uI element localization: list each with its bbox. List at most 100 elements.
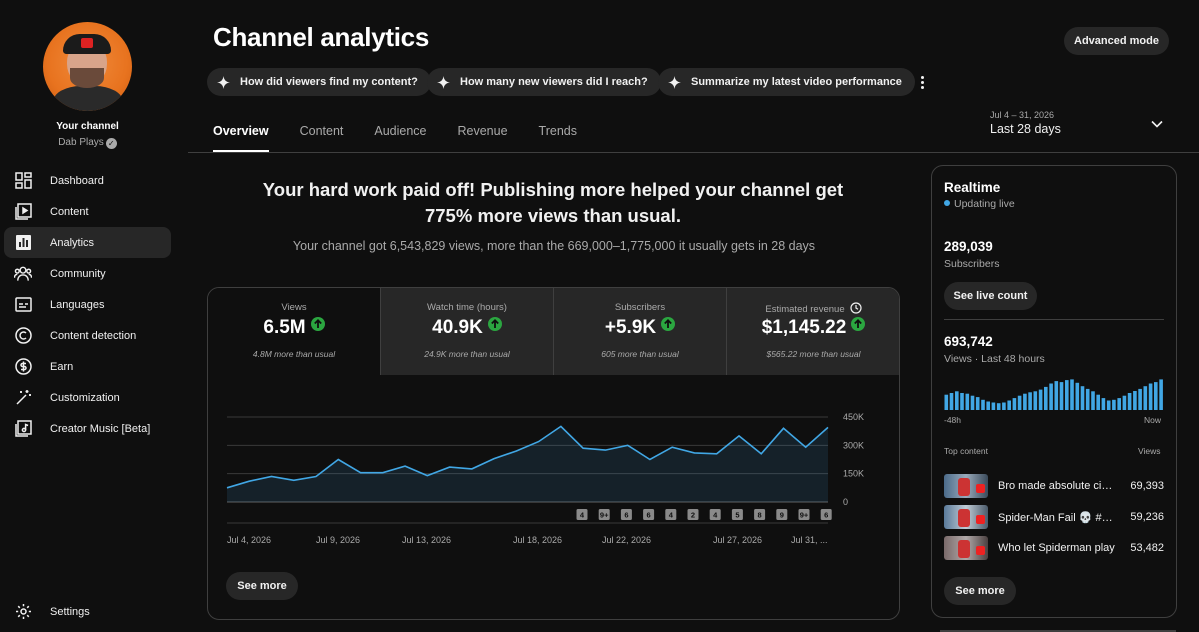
metric-tabs: Views 6.5M 4.8M more than usual Watch ti… [208,288,899,375]
realtime-bar [1075,382,1080,410]
metric-revenue[interactable]: Estimated revenue $1,145.22 $565.22 more… [727,288,899,375]
sidebar-item-analytics[interactable]: Analytics [4,227,171,258]
realtime-bar [996,403,1001,410]
tab-trends[interactable]: Trends [538,124,577,138]
metric-watch-time[interactable]: Watch time (hours) 40.9K 24.9K more than… [381,288,554,375]
tab-content[interactable]: Content [299,124,344,138]
realtime-bar [949,393,954,410]
tab-audience[interactable]: Audience [374,124,427,138]
sidebar-item-label: Settings [50,605,90,618]
ask-chip-find-content[interactable]: How did viewers find my content? [207,68,431,96]
realtime-views: 693,742 [944,334,993,349]
advanced-mode-button[interactable]: Advanced mode [1064,27,1169,55]
insight-headline: Your hard work paid off! Publishing more… [262,179,844,226]
realtime-bar [1148,383,1153,410]
upload-marker-label: 6 [647,511,651,520]
metric-label: Views [281,302,307,313]
y-tick-label: 300K [843,440,864,450]
upload-marker-label: 4 [669,511,674,520]
sidebar-settings: Settings [4,596,171,627]
sidebar-item-content-detection[interactable]: Content detection [4,320,171,351]
sparkle-icon [217,75,230,89]
video-thumbnail [944,505,988,529]
realtime-bar [1038,389,1043,410]
upload-marker-label: 9 [780,511,784,520]
tab-overview[interactable]: Overview [213,124,269,152]
metric-comparison: $565.22 more than usual [766,349,861,359]
date-range[interactable]: Jul 4 – 31, 2026 [990,110,1055,120]
y-tick-label: 450K [843,412,864,422]
copyright-icon [14,327,32,345]
sidebar-item-label: Earn [50,360,74,373]
metric-subscribers[interactable]: Subscribers +5.9K 605 more than usual [554,288,727,375]
upload-marker [687,509,699,520]
sidebar-item-creator-music[interactable]: Creator Music [Beta] [4,413,171,444]
see-live-count-button[interactable]: See live count [944,282,1037,310]
upload-marker-label: 2 [691,511,695,520]
chip-label: Summarize my latest video performance [691,76,902,88]
views-area [227,426,828,502]
metric-views[interactable]: Views 6.5M 4.8M more than usual [208,288,381,375]
customization-icon [14,389,32,407]
views-chart[interactable]: 450K 300K 150K 0 4 9+ 6 6 4 2 4 5 8 9 9+ 6 Jul 4, 2026 Ju… [208,375,900,570]
see-more-button[interactable]: See more [226,572,298,600]
x-tick-label: Jul 9, 2026 [316,535,360,545]
top-content-row[interactable]: Who let Spiderman play 53,482 [944,536,1164,560]
chevron-down-icon[interactable] [1150,117,1164,136]
channel-name: Dab Plays ✓ [0,137,175,149]
sidebar-item-label: Content detection [50,329,137,342]
upload-marker [798,509,810,520]
realtime-bar [1044,386,1048,410]
video-views: 69,393 [1130,480,1164,492]
realtime-bar [960,393,964,410]
realtime-status: Updating live [944,198,1015,210]
dashboard-icon [14,172,32,190]
sidebar-item-content[interactable]: Content [4,196,171,227]
realtime-bar [1127,393,1132,410]
realtime-bar [1017,395,1022,410]
upload-marker-label: 9+ [800,511,809,520]
realtime-bar [1002,402,1006,410]
realtime-bar [991,402,996,410]
ask-chip-summarize[interactable]: Summarize my latest video performance [658,68,915,96]
upload-marker [709,509,721,520]
date-period-label[interactable]: Last 28 days [990,122,1061,136]
sidebar-item-community[interactable]: Community [4,258,171,289]
upload-marker-label: 4 [713,511,718,520]
clock-icon [850,302,862,314]
sidebar-item-customization[interactable]: Customization [4,382,171,413]
realtime-title: Realtime [944,180,1001,195]
realtime-see-more-button[interactable]: See more [944,577,1016,605]
sidebar-item-languages[interactable]: Languages [4,289,171,320]
realtime-subscribers-label: Subscribers [944,258,1000,270]
realtime-bar [1096,394,1100,410]
realtime-bar [1065,380,1069,410]
channel-avatar[interactable] [43,22,132,111]
metric-label-row: Estimated revenue [727,302,899,315]
realtime-bar [944,394,949,410]
sidebar-item-earn[interactable]: Earn [4,351,171,382]
sidebar-item-label: Analytics [50,236,95,249]
sparkle-icon [437,75,450,89]
sidebar-nav: Dashboard Content Analytics Community [4,165,171,444]
ask-chip-new-viewers[interactable]: How many new viewers did I reach? [427,68,661,96]
realtime-bar [1012,398,1017,410]
more-options-icon[interactable] [914,72,930,92]
sidebar-item-dashboard[interactable]: Dashboard [4,165,171,196]
languages-icon [14,296,32,314]
realtime-bar-chart[interactable] [944,376,1164,410]
content-icon [14,203,32,221]
sidebar-item-label: Content [50,205,89,218]
tab-revenue[interactable]: Revenue [457,124,508,138]
realtime-bar [1080,386,1085,410]
gear-icon [14,603,32,621]
realtime-bar [1112,399,1116,410]
top-content-row[interactable]: Bro made absolute cinema 69,393 [944,474,1164,498]
top-content-row[interactable]: Spider-Man Fail 💀 #shorts 59,236 [944,505,1164,529]
sidebar-item-settings[interactable]: Settings [4,596,171,627]
sidebar-item-label: Community [50,267,106,280]
realtime-bar [1154,382,1158,410]
upload-marker [754,509,766,520]
x-tick-label: Jul 4, 2026 [227,535,271,545]
